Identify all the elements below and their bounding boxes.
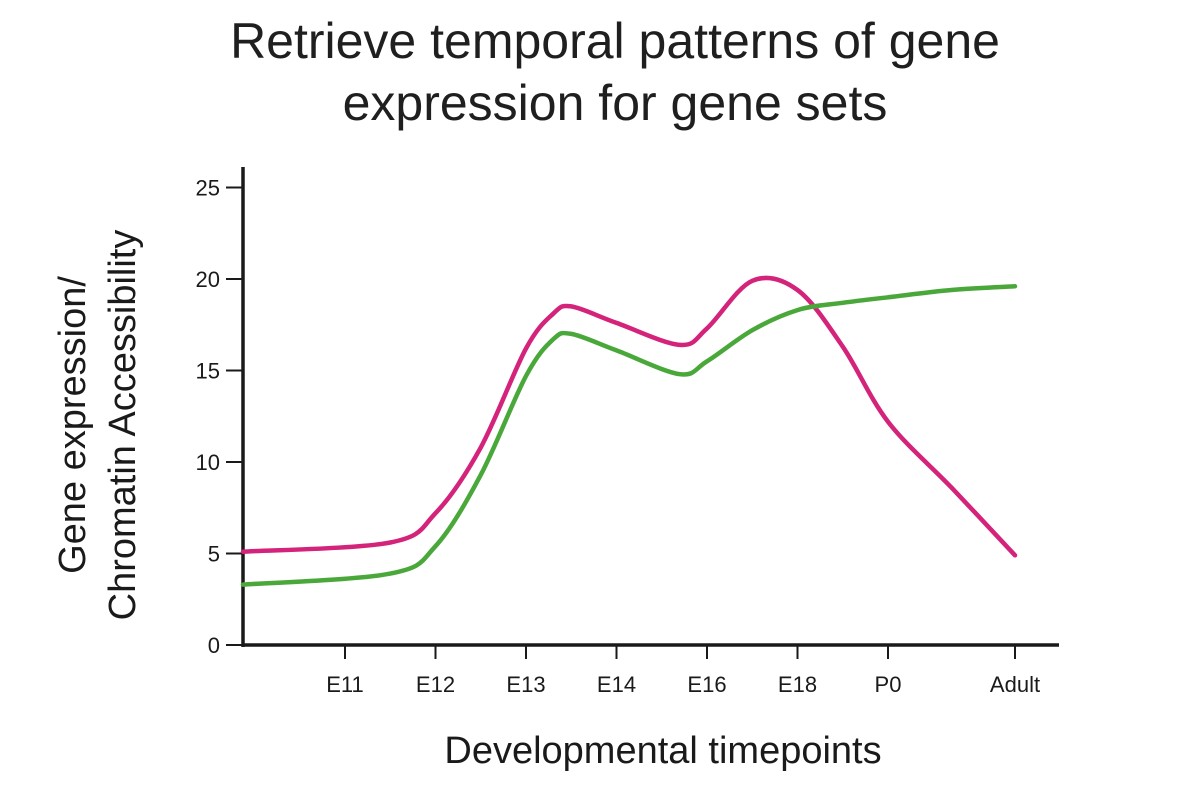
axes xyxy=(241,167,1059,647)
y-tick-label: 0 xyxy=(208,633,220,658)
x-tick-label: E18 xyxy=(778,672,817,697)
x-tick-label: E11 xyxy=(326,672,364,697)
x-ticks: E11 E12 E13 E14 E16 E18 P0 Adult xyxy=(326,645,1040,697)
series-line-1 xyxy=(240,275,1018,558)
y-tick-label: 25 xyxy=(196,176,220,201)
x-tick-label: Adult xyxy=(990,672,1040,697)
y-tick-label: 15 xyxy=(196,359,220,384)
y-tick-label: 20 xyxy=(196,267,220,292)
chart-title-line-2: expression for gene sets xyxy=(342,75,888,131)
x-tick-label: E12 xyxy=(416,672,455,697)
y-ticks: 0 5 10 15 20 25 xyxy=(196,176,243,658)
y-tick-label: 10 xyxy=(196,450,220,475)
series-line-2 xyxy=(240,284,1018,587)
x-axis-label: Developmental timepoints xyxy=(444,730,882,772)
chart-title-line-1: Retrieve temporal patterns of gene xyxy=(230,13,1000,69)
x-tick-label: P0 xyxy=(875,672,902,697)
x-tick-label: E16 xyxy=(687,672,726,697)
series-lines xyxy=(240,275,1018,587)
x-tick-label: E13 xyxy=(506,672,545,697)
chart-title: Retrieve temporal patterns of gene expre… xyxy=(0,10,1200,134)
y-tick-label: 5 xyxy=(208,542,220,567)
x-tick-label: E14 xyxy=(597,672,636,697)
